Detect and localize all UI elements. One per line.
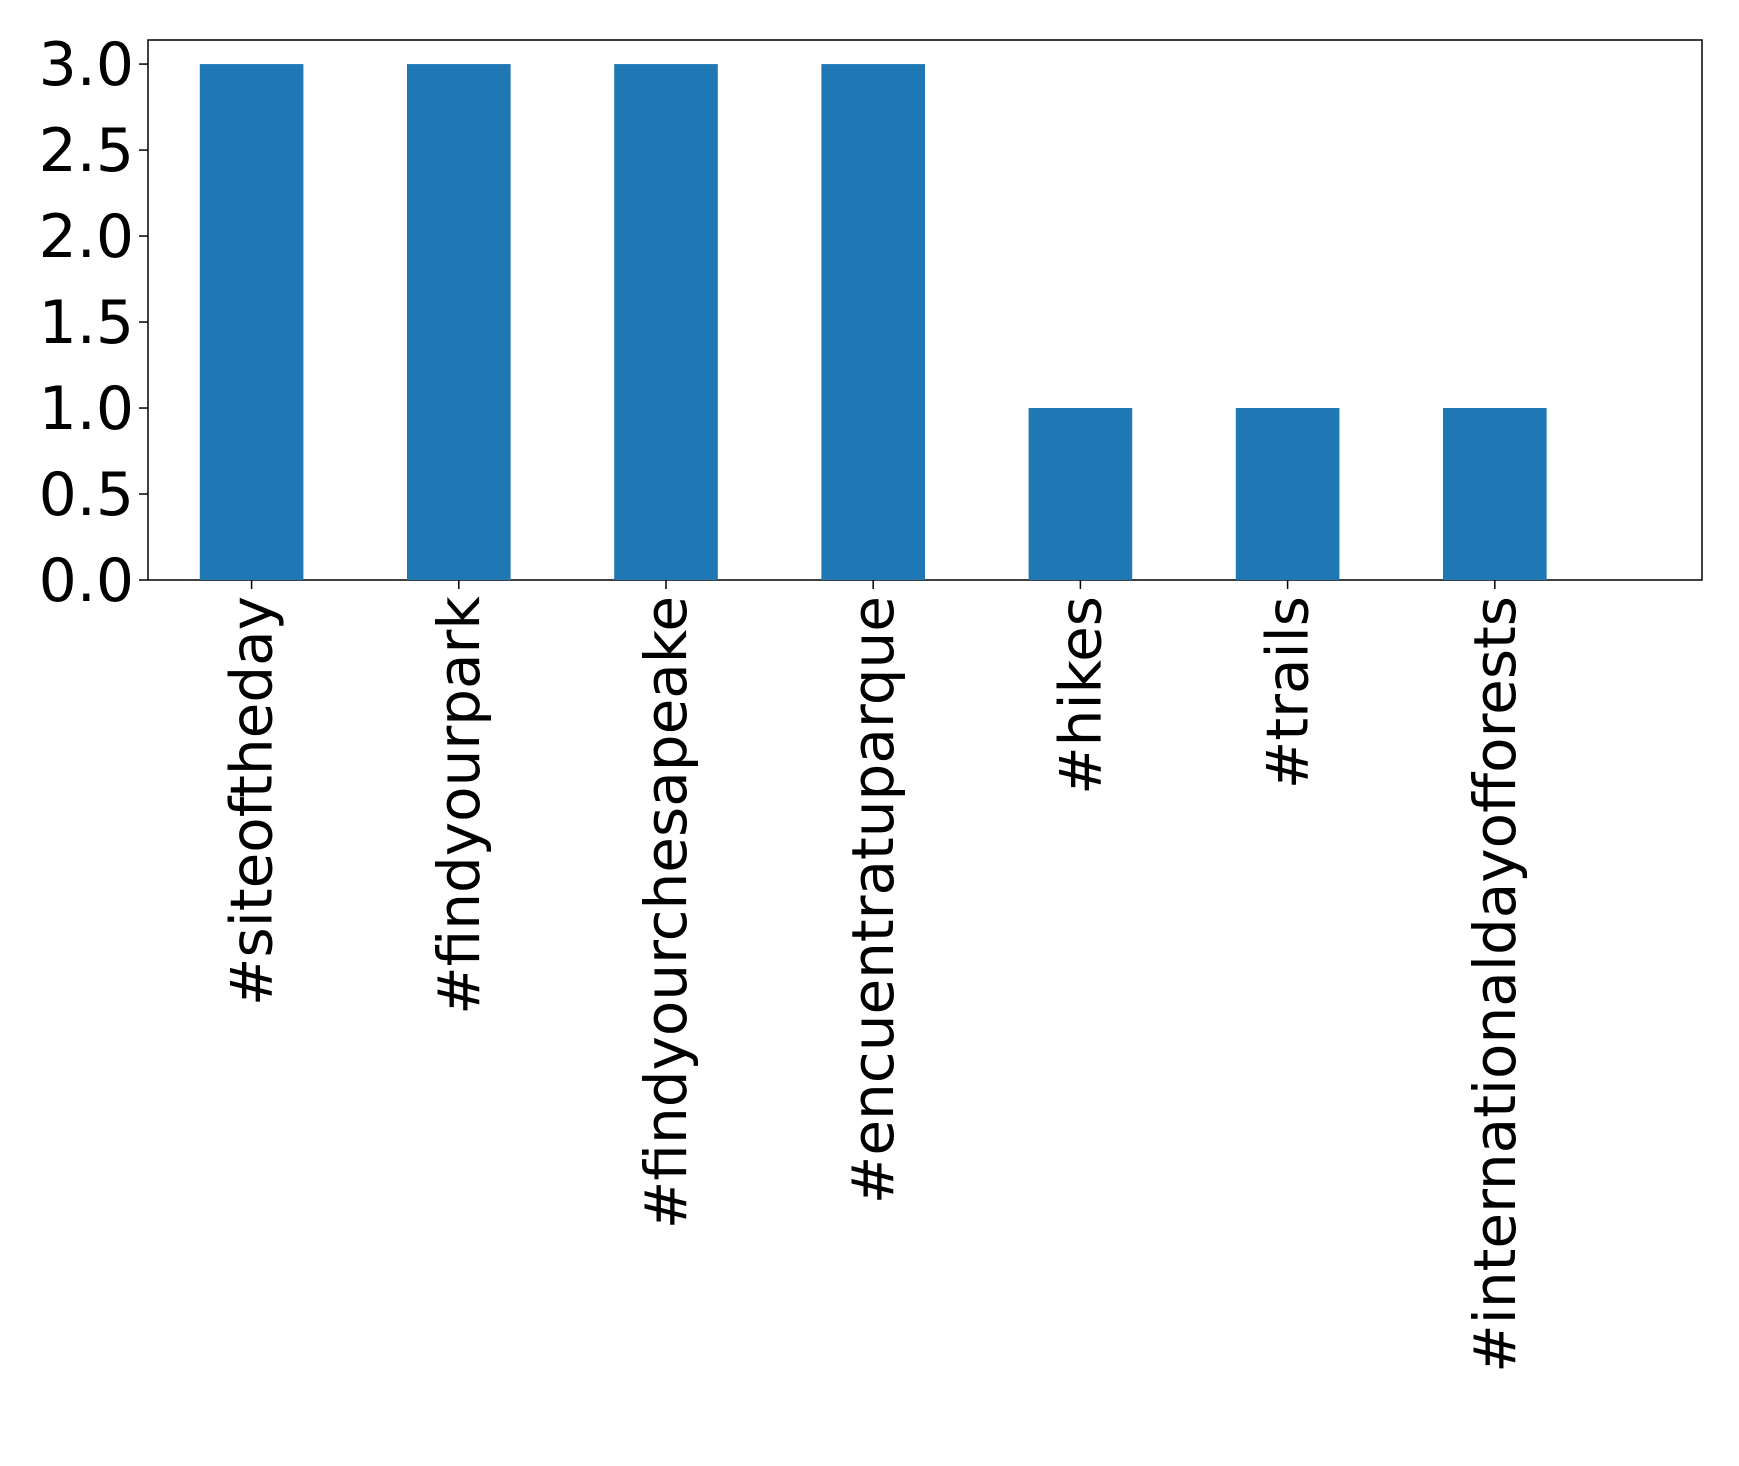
y-tick-label-6: 3.0: [39, 30, 134, 100]
x-tick-label-5: #trails: [1254, 596, 1322, 789]
x-tick-label-4: #hikes: [1046, 596, 1114, 795]
bar-0: [199, 64, 304, 580]
y-tick-label-5: 2.5: [39, 116, 134, 186]
bar-6: [1443, 408, 1547, 580]
plot-area: [147, 39, 1703, 581]
x-tick-label-0: #siteoftheday: [218, 596, 286, 1006]
bar-4: [1028, 408, 1133, 580]
x-tick-label-3: #encuentratuparque: [839, 596, 907, 1204]
x-axis: #siteoftheday #findyourpark #findyourchesa…: [218, 580, 1529, 1373]
y-tick-label-1: 0.5: [39, 460, 134, 530]
x-tick-label-1: #findyourpark: [425, 596, 493, 1015]
y-tick-label-2: 1.0: [39, 374, 134, 444]
bar-2: [614, 64, 718, 580]
y-tick-label-4: 2.0: [39, 202, 134, 272]
y-tick-label-3: 1.5: [39, 288, 134, 358]
bar-5: [1235, 408, 1340, 580]
x-tick-label-2: #findyourchesapeake: [632, 596, 700, 1229]
y-axis: 0.0 0.5 1.0 1.5 2.0 2.5 3.0: [39, 30, 148, 616]
bar-3: [821, 64, 925, 580]
bars: [199, 64, 1547, 580]
bar-1: [407, 64, 511, 580]
y-tick-label-0: 0.0: [39, 546, 134, 616]
x-tick-label-6: #internationaldayofforests: [1461, 596, 1529, 1373]
